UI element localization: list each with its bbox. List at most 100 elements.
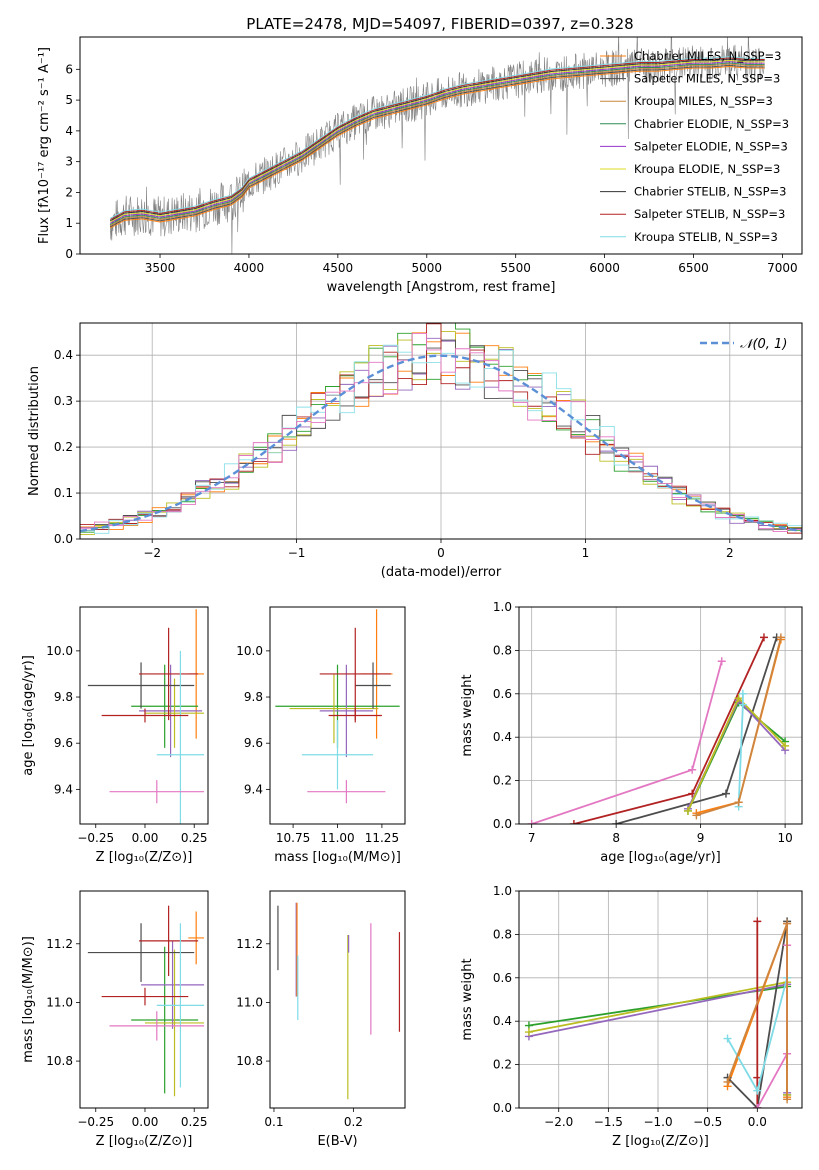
y-axis-label: age [log₁₀(age/yr)] <box>21 655 36 776</box>
y-tick-label: 0.4 <box>54 348 73 362</box>
mass-weight-marker <box>721 789 730 798</box>
y-tick-label: 10.8 <box>46 1054 73 1068</box>
y-axis-label: mass weight <box>460 674 475 756</box>
x-tick-label: 0.25 <box>181 831 208 845</box>
x-axis-label: wavelength [Angstrom, rest frame] <box>327 280 556 295</box>
mass-weight-marker <box>734 694 743 703</box>
x-tick-label: −1.0 <box>643 1115 672 1129</box>
x-tick-label: 0.00 <box>132 831 159 845</box>
plot-area <box>275 609 400 804</box>
y-tick-label: 0.2 <box>54 440 73 454</box>
y-tick-label: 11.2 <box>236 937 263 951</box>
mass-weight-marker <box>688 765 697 774</box>
y-tick-label: 0.6 <box>493 971 512 985</box>
y-tick-label: 10.0 <box>46 644 73 658</box>
plots: 3500 4000 4500 5000 5500 6000 6500 7000 0 1 2 3 4 5 6 w… <box>21 36 803 1149</box>
y-tick-label: 4 <box>65 124 73 138</box>
x-tick-label: 4500 <box>323 261 354 275</box>
mass-weight-marker <box>753 917 762 926</box>
x-axis-label: mass [log₁₀(M/M⊙)] <box>274 850 401 865</box>
y-tick-label: 0 <box>65 247 73 261</box>
mass-weight-marker <box>781 741 790 750</box>
model-spectrum-line <box>109 66 765 229</box>
mass-weight-marker <box>717 657 726 666</box>
legend-label: Kroupa STELIB, N_SSP=3 <box>634 230 778 244</box>
y-tick-label: 11.2 <box>46 937 73 951</box>
mass-weight-marker <box>783 919 792 928</box>
y-axis-label: mass [log₁₀(M/M⊙)] <box>21 936 36 1063</box>
normal-curve <box>80 354 802 533</box>
y-tick-label: 0.2 <box>493 1058 512 1072</box>
x-tick-label: 0.00 <box>132 1115 159 1129</box>
panel-1: 3500 4000 4500 5000 5500 6000 6500 7000 0 1 2 3 4 5 6 w… <box>37 36 803 295</box>
y-tick-label: 0.4 <box>493 1014 512 1028</box>
y-tick-label: 10.8 <box>236 1054 263 1068</box>
mass-weight-line <box>726 921 788 1108</box>
panel-4: 10.75 11.00 11.25 9.4 9.6 9.8 10.0 mass [log₁₀(… <box>236 606 406 865</box>
y-tick-label: 5 <box>65 93 73 107</box>
x-tick-label: 11.00 <box>320 831 354 845</box>
axes-frame <box>79 890 209 1109</box>
observed-spectrum <box>109 37 765 254</box>
y-tick-label: 9.8 <box>244 690 263 704</box>
x-tick-label: −0.25 <box>77 831 114 845</box>
axes-frame <box>269 890 406 1109</box>
x-tick-label: −0.25 <box>77 1115 114 1129</box>
mass-weight-line <box>687 696 786 812</box>
mass-weight-marker <box>759 633 768 642</box>
plot-area <box>87 905 205 1097</box>
x-tick-label: 5500 <box>500 261 531 275</box>
y-tick-label: 0.0 <box>493 817 512 831</box>
mass-weight-marker <box>723 1034 732 1043</box>
y-tick-label: 0.8 <box>493 643 512 657</box>
x-axis-label: (data-model)/error <box>381 565 502 580</box>
y-tick-label: 0.8 <box>493 927 512 941</box>
legend-label: Salpeter ELODIE, N_SSP=3 <box>634 139 788 153</box>
legend-label: Salpeter MILES, N_SSP=3 <box>634 72 780 86</box>
legend-label: Kroupa MILES, N_SSP=3 <box>634 94 773 108</box>
legend-label: Chabrier STELIB, N_SSP=3 <box>634 185 786 199</box>
y-tick-label: 11.0 <box>46 995 73 1009</box>
mass-weight-line <box>573 637 765 824</box>
residual-histogram <box>80 333 802 533</box>
y-tick-label: 3 <box>65 155 73 169</box>
plot-area <box>80 323 802 535</box>
axes-frame <box>518 606 803 825</box>
x-tick-label: 10 <box>777 831 792 845</box>
plot-area <box>527 633 790 824</box>
axes-frame <box>518 890 803 1109</box>
axes-frame <box>79 36 803 255</box>
y-tick-label: 6 <box>65 62 73 76</box>
plot-area <box>87 609 205 824</box>
y-tick-label: 11.0 <box>236 995 263 1009</box>
x-tick-label: 11.25 <box>365 831 399 845</box>
y-tick-label: 9.4 <box>244 782 263 796</box>
y-axis-label: Normed distribution <box>27 366 42 496</box>
panel-7: 0.1 0.2 10.8 11.0 11.2 E(B-V) <box>236 890 406 1149</box>
x-tick-label: 3500 <box>145 261 176 275</box>
y-tick-label: 0.0 <box>493 1101 512 1115</box>
x-axis-label: E(B-V) <box>317 1134 357 1149</box>
x-tick-label: −2.0 <box>544 1115 573 1129</box>
mass-weight-marker <box>524 1028 533 1037</box>
x-tick-label: 0.0 <box>748 1115 767 1129</box>
model-spectrum-line <box>109 61 765 224</box>
panel-6: −0.25 0.00 0.25 10.8 11.0 11.2 Z [log₁₀(Z/Z⊙)]… <box>21 890 209 1149</box>
plot-area <box>277 902 401 1100</box>
y-tick-label: 0.6 <box>493 687 512 701</box>
y-axis-label: mass weight <box>460 958 475 1040</box>
model-spectrum-line <box>109 56 765 219</box>
x-tick-label: 8 <box>612 831 620 845</box>
legend-label: Chabrier ELODIE, N_SSP=3 <box>634 117 789 131</box>
x-tick-label: 10.75 <box>276 831 310 845</box>
mass-weight-marker <box>612 820 621 824</box>
x-tick-label: −1 <box>288 546 306 560</box>
panel-3: −0.25 0.00 0.25 9.4 9.6 9.8 10.0 Z [log₁₀(Z/Z⊙)… <box>21 606 209 865</box>
axes-frame <box>79 322 803 540</box>
legend-label: Salpeter STELIB, N_SSP=3 <box>634 207 785 221</box>
y-tick-label: 9.6 <box>54 736 73 750</box>
y-tick-label: 0.3 <box>54 394 73 408</box>
mass-weight-marker <box>753 1086 762 1095</box>
mass-weight-marker <box>683 806 692 815</box>
